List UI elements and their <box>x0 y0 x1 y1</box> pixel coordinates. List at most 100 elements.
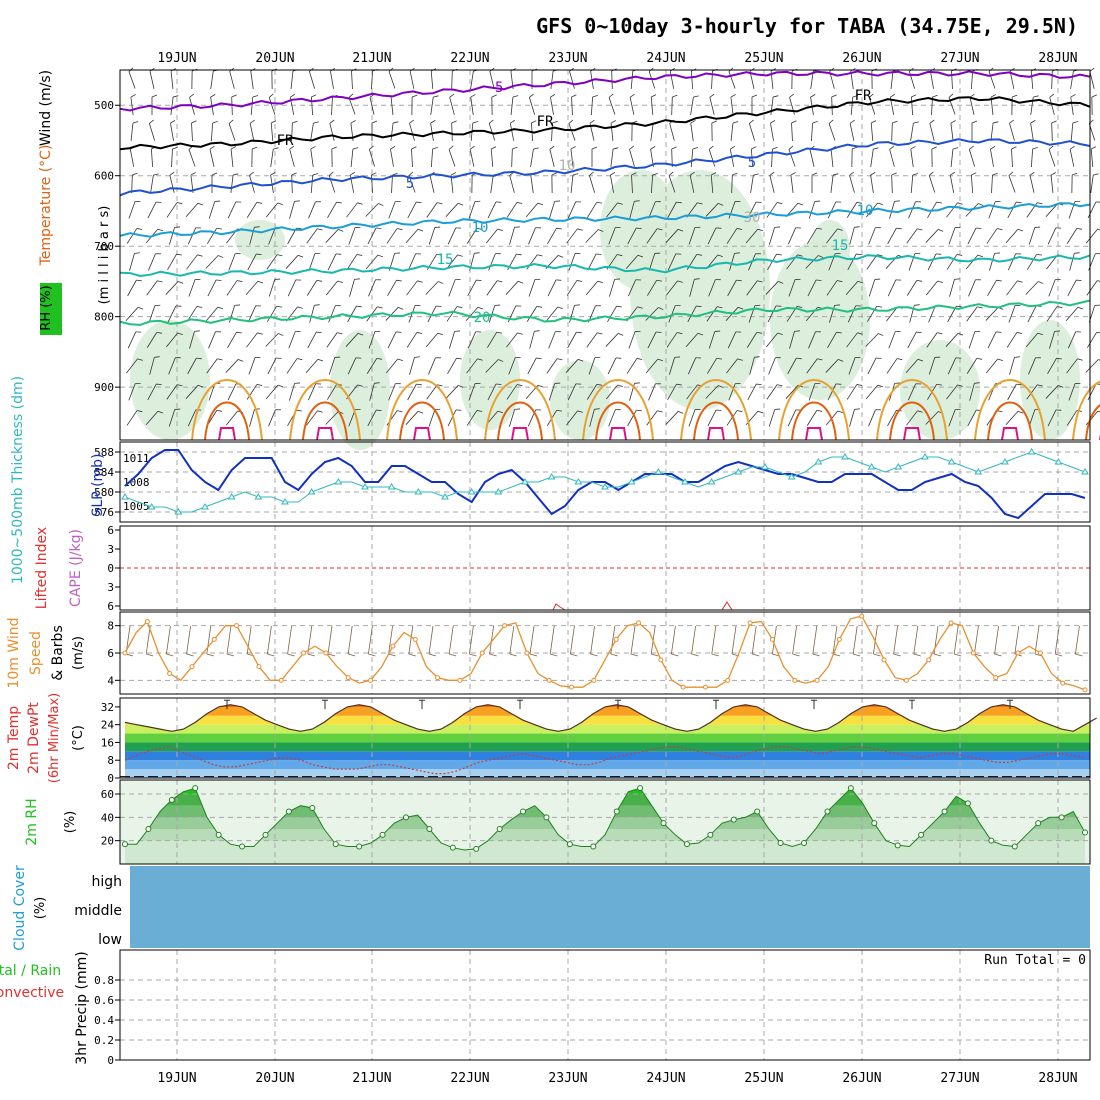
barb-staff <box>768 409 776 427</box>
temp-band <box>125 704 1090 707</box>
wind-barb-10m <box>630 625 636 655</box>
wind-barb <box>745 228 764 244</box>
wind-barb <box>386 358 403 374</box>
wind-barb <box>205 255 224 269</box>
barb-staff <box>267 357 277 375</box>
barb-staff <box>331 96 333 116</box>
temp-35-contour <box>511 427 529 441</box>
barb-flag <box>516 384 523 387</box>
barb-flag <box>491 94 497 98</box>
wind-barb <box>567 201 582 219</box>
barb-flag <box>735 200 741 202</box>
barb-flag <box>854 226 860 228</box>
barb-flag <box>877 254 883 257</box>
barb-staff <box>946 202 958 218</box>
contour-label: 20 <box>474 310 491 326</box>
wind-barb <box>605 333 624 347</box>
barb-flag <box>554 382 561 384</box>
wind-barb <box>167 253 182 270</box>
wind-barb <box>368 279 381 297</box>
barb-flag <box>149 119 154 124</box>
wind-barb <box>946 254 963 270</box>
temp-35-contour <box>805 427 823 441</box>
barb-flag <box>936 201 942 204</box>
wind-barb-10m-flag <box>287 653 295 657</box>
barb-staff <box>405 228 419 244</box>
barb-flag <box>715 227 722 229</box>
wind-barb <box>210 120 218 142</box>
barb-staff <box>849 123 855 141</box>
wind-barb <box>750 173 759 193</box>
wind-barb <box>968 145 976 167</box>
barb-staff <box>667 201 677 219</box>
wind-barb <box>447 409 462 427</box>
date-label-top: 21JUN <box>352 51 391 66</box>
barb-staff <box>365 254 379 270</box>
wind-barb <box>187 227 202 245</box>
rh-shading <box>550 360 610 440</box>
barb-flag <box>417 228 424 232</box>
barb-flag <box>751 146 757 150</box>
date-label-top: 22JUN <box>450 51 489 66</box>
barb-staff <box>749 71 755 89</box>
barb-staff <box>427 305 437 323</box>
barb-flag <box>1014 356 1020 358</box>
wind-barb <box>428 226 441 245</box>
barb-flag <box>454 330 461 332</box>
wind-barb <box>426 384 443 400</box>
barb-flag <box>488 119 494 124</box>
barb-staff <box>1006 280 1018 296</box>
wind-barb <box>325 229 344 243</box>
barb-staff <box>127 331 137 349</box>
barb-staff <box>307 383 317 401</box>
wind-barb <box>866 254 883 270</box>
wind-speed-point <box>368 677 374 683</box>
date-label-bottom: 23JUN <box>548 1071 587 1086</box>
barb-staff <box>788 149 796 167</box>
barb-staff <box>465 306 479 322</box>
wind-barb <box>270 147 279 167</box>
barb-flag <box>736 410 743 413</box>
barb-flag <box>595 305 601 307</box>
wind-barb <box>846 384 863 400</box>
barb-staff <box>688 227 696 245</box>
wind-barb <box>231 94 237 116</box>
barb-staff <box>1070 122 1074 142</box>
wind-barb-10m <box>1034 625 1040 655</box>
barb-staff <box>791 122 793 142</box>
barb-staff <box>830 149 834 167</box>
wind-barb <box>808 382 821 401</box>
wind-barb-10m-flag <box>671 653 679 657</box>
wind-barb <box>588 356 601 375</box>
barb-flag <box>695 408 701 410</box>
wind-barb <box>246 332 263 348</box>
barb-flag <box>1093 173 1099 176</box>
wind-barb <box>950 120 956 141</box>
barb-flag <box>896 358 903 361</box>
wind-barb <box>308 67 316 89</box>
barb-flag <box>356 254 363 256</box>
barb-staff <box>890 71 894 89</box>
barb-flag <box>875 227 881 229</box>
temp-tick: 32 <box>101 701 114 714</box>
wind-barb <box>506 384 523 400</box>
wind-barb <box>408 304 421 323</box>
barb-flag <box>877 202 883 205</box>
barb-flag <box>657 410 663 413</box>
barb-staff <box>447 409 457 427</box>
barb-flag <box>132 121 139 124</box>
barb-flag <box>794 330 800 332</box>
barb-flag <box>136 279 142 282</box>
rh-point <box>754 808 761 815</box>
tick-label: 900 <box>94 381 114 394</box>
barb-staff <box>387 331 397 349</box>
barb-flag <box>433 95 439 98</box>
barb-staff <box>448 149 456 167</box>
barb-flag <box>690 120 696 124</box>
wind-barb <box>271 68 277 90</box>
barb-flag <box>491 146 497 150</box>
barb-staff <box>508 409 516 427</box>
wind-barb <box>191 120 197 142</box>
wind-barb <box>770 119 776 141</box>
barb-staff <box>631 174 633 194</box>
